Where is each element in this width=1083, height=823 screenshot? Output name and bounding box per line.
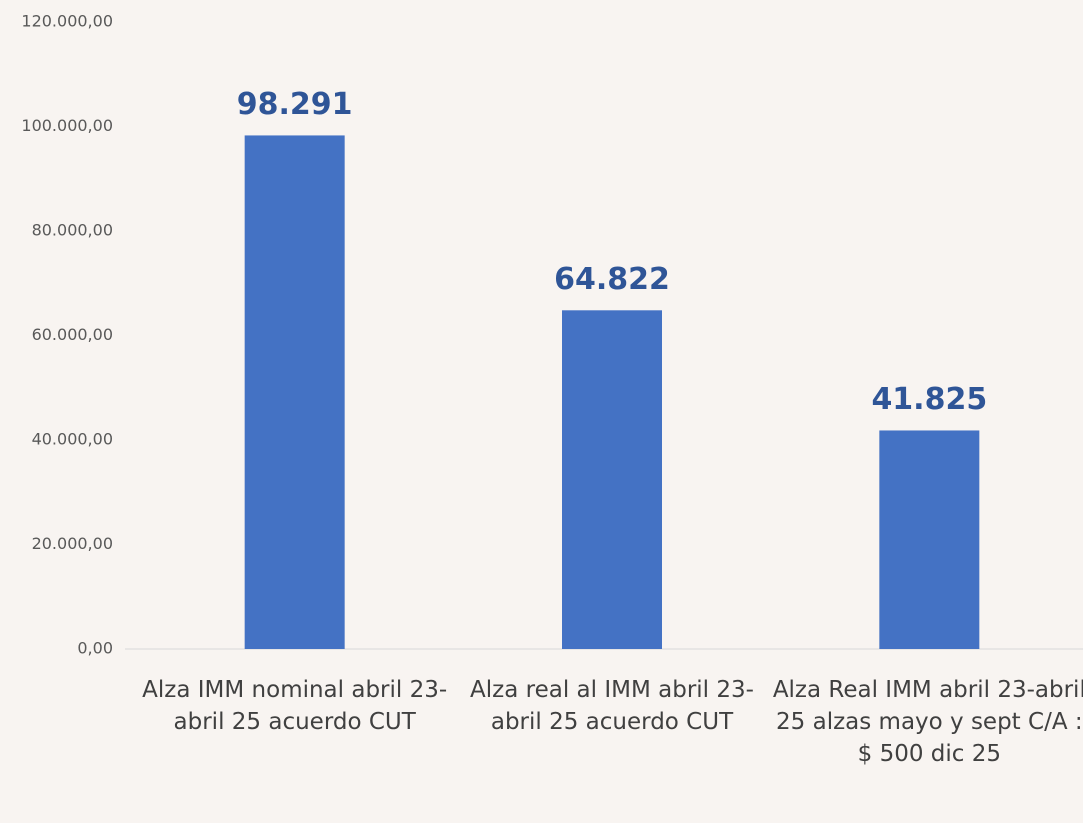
- y-tick-label: 100.000,00: [21, 116, 113, 135]
- y-tick-label: 20.000,00: [32, 534, 113, 553]
- y-tick-label: 40.000,00: [32, 430, 113, 449]
- data-label: 64.822: [554, 262, 670, 297]
- x-tick-label: Alza real al IMM abril 23-abril 25 acuer…: [470, 677, 754, 735]
- y-tick-label: 120.000,00: [21, 12, 113, 31]
- x-tick-label: Alza IMM nominal abril 23-abril 25 acuer…: [142, 677, 448, 735]
- data-label: 98.291: [237, 87, 353, 122]
- y-tick-label: 80.000,00: [32, 221, 113, 240]
- y-tick-label: 60.000,00: [32, 325, 113, 344]
- bar: [562, 310, 662, 649]
- y-tick-label: 0,00: [77, 639, 113, 658]
- bar: [244, 135, 345, 650]
- x-tick-label: Alza Real IMM abril 23-abril 25 alzas ma…: [772, 677, 1083, 767]
- bar: [879, 430, 980, 649]
- data-label: 41.825: [871, 382, 987, 417]
